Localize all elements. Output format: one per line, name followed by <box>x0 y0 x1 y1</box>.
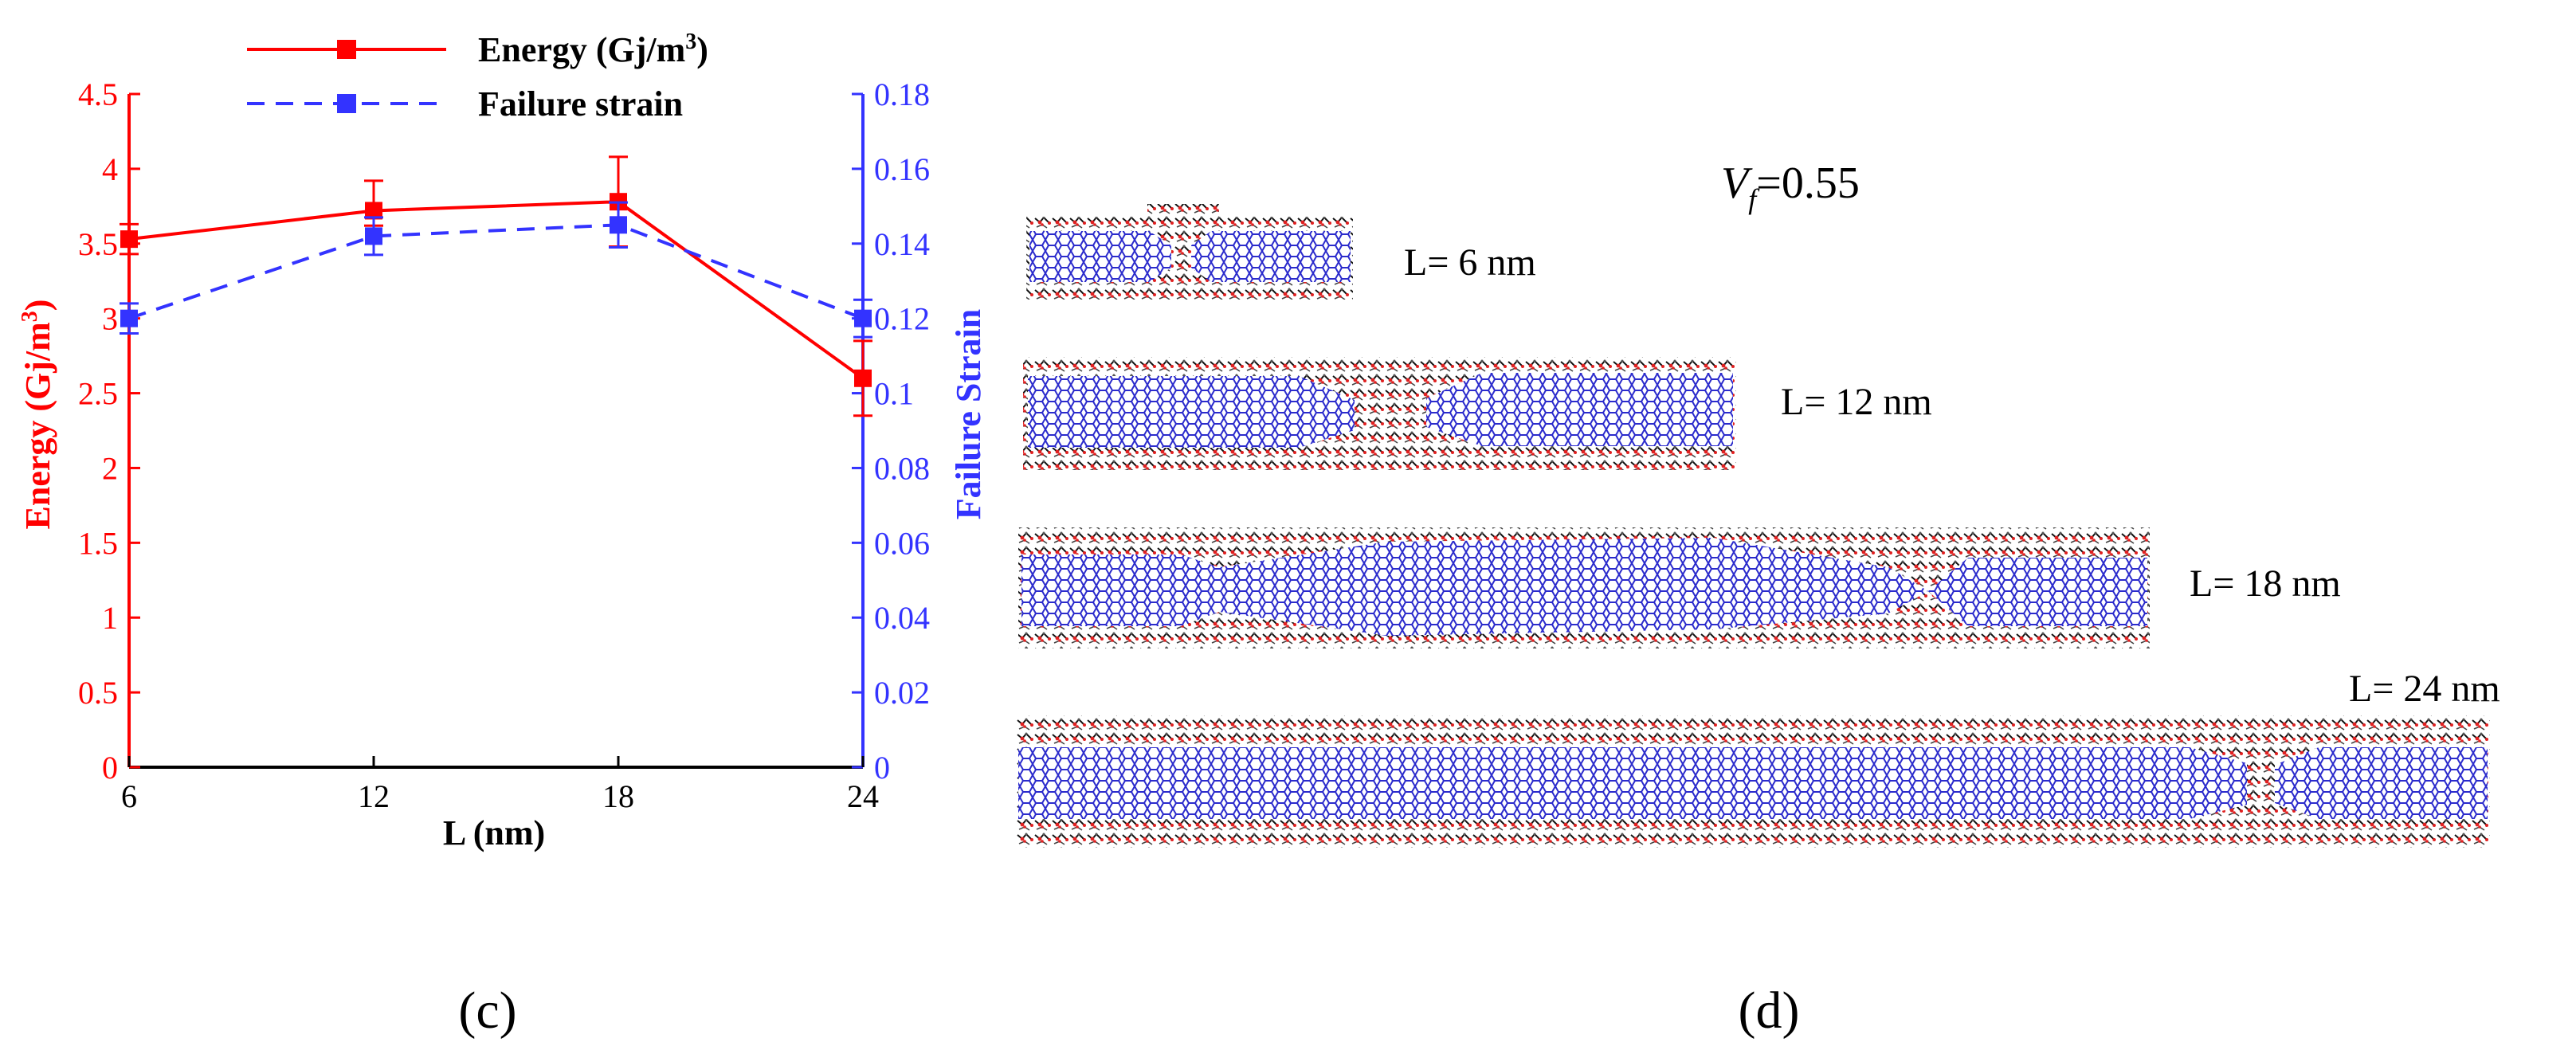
left-tick-label: 4.5 <box>78 76 118 112</box>
right-tick-label: 0.04 <box>874 600 930 636</box>
energy-point <box>854 369 872 387</box>
right-tick-label: 0.16 <box>874 151 930 187</box>
x-tick-label: 6 <box>121 778 137 814</box>
right-tick-label: 0.12 <box>874 301 930 337</box>
strain-point <box>610 216 627 234</box>
panel-label-c: (c) <box>458 982 516 1040</box>
volume-fraction-label: Vf=0.55 <box>1721 159 1860 215</box>
length-label-l18: L= 18 nm <box>2190 562 2341 605</box>
energy-point <box>365 202 382 220</box>
cnt-segment <box>1211 231 1351 282</box>
snapshot-l12: L= 12 nm <box>1023 357 1932 470</box>
right-tick-label: 0.08 <box>874 450 930 486</box>
right-axis-ticks: 0 0.02 0.04 0.06 0.08 0.1 0.12 0.14 0.16 0.18 <box>852 76 930 786</box>
panel-label-d: (d) <box>1739 982 1800 1040</box>
legend-energy-label: Energy (Gj/m3) <box>478 29 708 69</box>
left-tick-label: 3 <box>102 301 118 337</box>
x-tick-label: 12 <box>358 778 390 814</box>
series-energy-line <box>128 200 865 380</box>
right-tick-label: 0 <box>874 750 890 786</box>
left-tick-label: 4 <box>102 151 118 187</box>
cnt-segment <box>2319 747 2488 819</box>
left-tick-label: 0.5 <box>78 675 118 711</box>
right-tick-label: 0.14 <box>874 226 930 262</box>
legend-strain-marker <box>337 94 356 113</box>
series-layer <box>120 155 872 417</box>
length-label-l6: L= 6 nm <box>1404 241 1536 284</box>
cnt-segment <box>1968 558 2147 626</box>
cnt-segment <box>1029 231 1149 282</box>
cnt-segment <box>1028 376 1299 448</box>
cnt-segment <box>1482 373 1733 446</box>
x-tick-label: 18 <box>602 778 634 814</box>
left-tick-label: 3.5 <box>78 226 118 262</box>
strain-point <box>365 227 382 245</box>
energy-point <box>120 230 138 249</box>
cnt-segment <box>1018 747 2190 819</box>
right-axis-title: Failure Strain <box>949 309 988 519</box>
strain-point <box>854 309 872 327</box>
left-tick-label: 2 <box>102 450 118 486</box>
series-strain-line <box>128 223 864 320</box>
left-tick-label: 0 <box>102 750 118 786</box>
left-axis-ticks: 0 0.5 1 1.5 2 2.5 3 3.5 4 4.5 <box>78 76 140 786</box>
snapshot-l18: L= 18 nm <box>1018 527 2341 649</box>
length-label-l12: L= 12 nm <box>1781 381 1932 423</box>
energy-strain-chart: 0 0.5 1 1.5 2 2.5 3 3.5 4 4.5 0 0.02 0.04 0.06 0.08 0.… <box>18 29 988 1040</box>
legend-energy-marker <box>337 40 356 59</box>
length-label-l24: L= 24 nm <box>2349 668 2500 710</box>
right-tick-label: 0.06 <box>874 525 930 561</box>
left-tick-label: 1 <box>102 600 118 636</box>
left-axis-title: Energy (Gj/m3) <box>18 300 57 530</box>
right-tick-label: 0.18 <box>874 76 930 112</box>
x-axis-ticks: 6 12 18 24 <box>121 756 879 814</box>
right-tick-label: 0.02 <box>874 675 930 711</box>
cnt-twisted-body <box>1219 538 1928 636</box>
legend-strain-label: Failure strain <box>478 84 683 123</box>
strain-point <box>120 309 138 327</box>
snapshot-l24: L= 24 nm <box>1016 668 2500 848</box>
left-tick-label: 2.5 <box>78 376 118 412</box>
cnt-snapshots-panel: Vf=0.55 L= 6 nm L= 12 nm <box>1016 159 2500 1040</box>
x-axis-title: L (nm) <box>443 813 545 852</box>
legend: Energy (Gj/m3) Failure strain <box>247 29 708 123</box>
x-tick-label: 24 <box>847 778 879 814</box>
cnt-segment <box>1021 554 1181 626</box>
left-tick-label: 1.5 <box>78 525 118 561</box>
right-tick-label: 0.1 <box>874 376 914 412</box>
snapshot-l6: L= 6 nm <box>1026 204 1536 300</box>
